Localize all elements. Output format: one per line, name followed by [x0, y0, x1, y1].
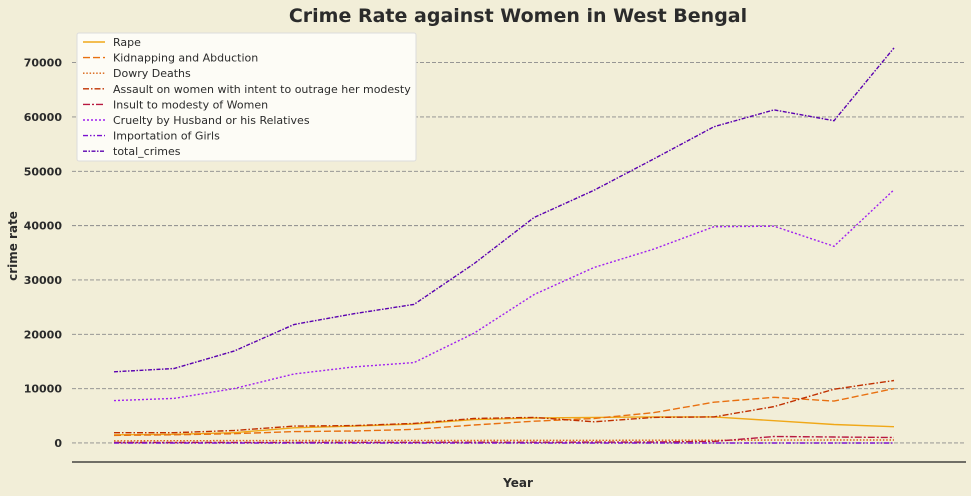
legend-entry: Dowry Deaths	[113, 67, 191, 80]
series-line	[113, 47, 895, 373]
series-line	[114, 379, 895, 434]
y-tick-label: 50000	[24, 165, 63, 178]
legend-box	[76, 32, 417, 162]
legend-entry: Kidnapping and Abduction	[113, 52, 258, 65]
y-axis-ticks: 0 10000 20000 30000 40000 50000 60000 70000	[24, 57, 63, 450]
series-line	[113, 439, 894, 442]
y-tick-label: 60000	[24, 111, 63, 124]
y-tick-label: 70000	[24, 57, 63, 70]
series-line	[114, 435, 895, 444]
legend: Rape Kidnapping and Abduction Dowry Deaths…	[76, 32, 417, 162]
legend-entry: total_crimes	[113, 145, 181, 158]
legend-entry: Cruelty by Husband or his Relatives	[113, 114, 310, 127]
series-lines	[113, 47, 895, 444]
y-axis-label: crime rate	[6, 211, 20, 281]
y-tick-label: 0	[54, 437, 62, 450]
y-tick-label: 30000	[24, 274, 63, 287]
chart-title: Crime Rate against Women in West Bengal	[289, 5, 747, 27]
x-axis-label: Year	[502, 476, 533, 490]
series-line	[113, 416, 895, 436]
legend-entry: Assault on women with intent to outrage …	[113, 83, 411, 96]
series-line	[113, 189, 895, 402]
y-tick-label: 40000	[24, 220, 63, 233]
legend-entry: Importation of Girls	[113, 130, 220, 143]
y-tick-label: 10000	[24, 383, 63, 396]
legend-entry: Insult to modesty of Women	[113, 98, 268, 111]
y-tick-label: 20000	[24, 328, 63, 341]
series-line	[113, 387, 895, 437]
legend-entry: Rape	[113, 36, 141, 49]
